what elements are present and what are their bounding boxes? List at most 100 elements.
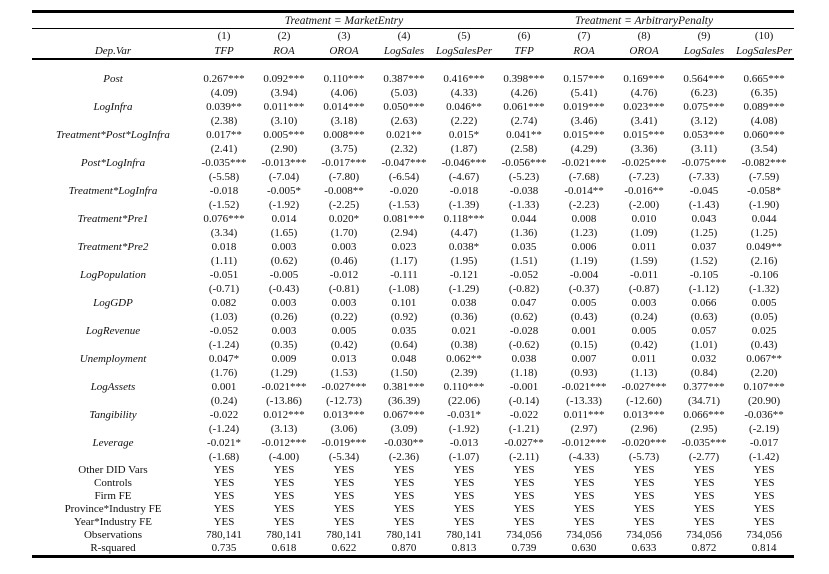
- column-number: (7): [577, 30, 591, 42]
- coefficient-row: LogRevenue -0.052 0.003 0.005 0.035 0.021 -0.0…: [32, 324, 794, 338]
- coef-cell: 0.014***: [323, 101, 365, 113]
- coef-cell: -0.019***: [321, 437, 367, 449]
- info-cell: YES: [573, 503, 595, 515]
- coef-cell: 0.044: [511, 213, 537, 225]
- coef-cell: 0.021: [451, 325, 477, 337]
- tstat-cell: (-7.04): [268, 171, 300, 183]
- tstat-cell: (2.94): [390, 227, 418, 239]
- coef-cell: 0.035: [511, 241, 537, 253]
- tstat-cell: (-2.19): [748, 423, 780, 435]
- tstat-cell: (1.70): [330, 227, 358, 239]
- row-label: Tangibility: [89, 409, 137, 421]
- info-cell: YES: [693, 464, 715, 476]
- coef-cell: 0.047: [511, 297, 537, 309]
- tstat-cell: (2.74): [510, 115, 538, 127]
- tstat-cell: (1.13): [630, 367, 658, 379]
- tstat-cell: (1.51): [510, 255, 538, 267]
- row-label: Unemployment: [79, 353, 147, 365]
- coefficient-row: Treatment*Pre2 0.018 0.003 0.003 0.023 0.038*…: [32, 240, 794, 254]
- tstat-cell: (2.95): [690, 423, 718, 435]
- info-cell: YES: [273, 503, 295, 515]
- tstat-cell: (1.59): [630, 255, 658, 267]
- info-cell: YES: [753, 490, 775, 502]
- coef-cell: -0.035***: [201, 157, 247, 169]
- info-cell: YES: [693, 503, 715, 515]
- info-row: Year*Industry FE YES YES YES YES YES YES YES YES…: [32, 516, 794, 529]
- dep-var-name: LogSales: [374, 43, 434, 60]
- info-cell: 780,141: [446, 529, 482, 541]
- coef-cell: -0.035***: [681, 437, 727, 449]
- tstat-cell: (2.16): [750, 255, 778, 267]
- tstat-cell: (-2.23): [568, 199, 600, 211]
- tstat-cell: (1.25): [750, 227, 778, 239]
- column-number: (6): [517, 30, 531, 42]
- tstat-cell: (6.35): [750, 87, 778, 99]
- coef-cell: -0.045: [689, 185, 719, 197]
- tstat-cell: (3.18): [330, 115, 358, 127]
- tstat-cell: (3.06): [330, 423, 358, 435]
- tstat-cell: (3.34): [210, 227, 238, 239]
- info-label: Province*Industry FE: [64, 503, 162, 515]
- coef-cell: 0.015***: [563, 129, 605, 141]
- tstat-cell: (3.10): [270, 115, 298, 127]
- coef-cell: 0.035: [391, 325, 417, 337]
- coefficient-row: Tangibility -0.022 0.012*** 0.013*** 0.067**…: [32, 408, 794, 422]
- tstat-cell: (1.29): [270, 367, 298, 379]
- tstat-cell: (-0.37): [568, 283, 600, 295]
- coefficient-row: Treatment*LogInfra -0.018 -0.005* -0.008** -…: [32, 184, 794, 198]
- coef-cell: 0.007: [571, 353, 597, 365]
- row-label-empty: [32, 394, 194, 408]
- info-row: Observations 780,141 780,141 780,141 780,141…: [32, 529, 794, 542]
- tstat-cell: (-0.81): [328, 283, 360, 295]
- coef-cell: -0.052: [209, 325, 239, 337]
- tstat-cell: (0.43): [570, 311, 598, 323]
- info-label: Year*Industry FE: [73, 516, 153, 528]
- tstat-cell: (1.03): [210, 311, 238, 323]
- coef-cell: 0.107***: [743, 381, 785, 393]
- tstat-cell: (-1.68): [208, 451, 240, 463]
- tstat-cell: (1.50): [390, 367, 418, 379]
- tstat-row: (3.34) (1.65) (1.70) (2.94) (4.47) (1.36) (1.2…: [32, 226, 794, 240]
- tstat-cell: (-0.71): [208, 283, 240, 295]
- coef-cell: -0.052: [509, 269, 539, 281]
- coef-cell: -0.022: [209, 409, 239, 421]
- tstat-cell: (0.05): [750, 311, 778, 323]
- info-cell: YES: [693, 490, 715, 502]
- coef-cell: -0.013: [449, 437, 479, 449]
- coef-cell: -0.047***: [381, 157, 427, 169]
- coef-cell: 0.005: [571, 297, 597, 309]
- row-label-empty: [32, 422, 194, 436]
- coef-cell: 0.050***: [383, 101, 425, 113]
- tstat-cell: (0.84): [690, 367, 718, 379]
- row-label: Treatment*Pre2: [77, 241, 149, 253]
- tstat-cell: (3.09): [390, 423, 418, 435]
- info-cell: 734,056: [506, 529, 542, 541]
- info-cell: YES: [633, 516, 655, 528]
- tstat-cell: (-1.90): [748, 199, 780, 211]
- tstat-cell: (1.76): [210, 367, 238, 379]
- tstat-cell: (0.46): [330, 255, 358, 267]
- info-cell: YES: [333, 464, 355, 476]
- tstat-cell: (5.03): [390, 87, 418, 99]
- info-cell: YES: [753, 503, 775, 515]
- coef-cell: -0.013***: [261, 157, 307, 169]
- tstat-cell: (-2.11): [509, 451, 539, 463]
- coef-cell: 0.076***: [203, 213, 245, 225]
- coef-cell: -0.021*: [207, 437, 241, 449]
- info-cell: YES: [753, 464, 775, 476]
- tstat-cell: (-13.86): [266, 395, 302, 407]
- dep-var-name: TFP: [194, 43, 254, 60]
- info-cell: YES: [513, 477, 535, 489]
- coef-cell: -0.105: [689, 269, 719, 281]
- tstat-cell: (-7.68): [568, 171, 600, 183]
- tstat-cell: (-7.23): [628, 171, 660, 183]
- tstat-cell: (-7.59): [748, 171, 780, 183]
- tstat-cell: (-1.24): [208, 423, 240, 435]
- coef-cell: -0.020***: [621, 437, 667, 449]
- tstat-cell: (2.90): [270, 143, 298, 155]
- coef-cell: 0.006: [571, 241, 597, 253]
- tstat-cell: (0.24): [630, 311, 658, 323]
- info-cell: YES: [513, 503, 535, 515]
- info-cell: YES: [333, 516, 355, 528]
- dep-var-name: OROA: [614, 43, 675, 60]
